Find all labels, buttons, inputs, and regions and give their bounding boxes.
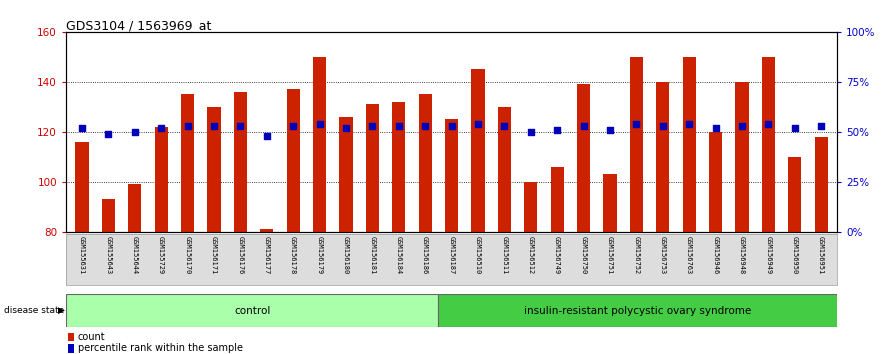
Text: GSM156751: GSM156751 [607,236,613,274]
Bar [524,182,537,232]
Bar [366,104,379,232]
Bar [68,344,74,353]
Bar [418,95,432,232]
Bar [736,82,749,232]
Point [655,123,670,129]
Text: GSM155631: GSM155631 [79,236,85,274]
Text: GSM156187: GSM156187 [448,236,455,274]
Bar [656,82,670,232]
Text: GSM156186: GSM156186 [422,236,428,274]
Text: GSM156763: GSM156763 [686,236,692,274]
Text: GSM156510: GSM156510 [475,236,481,274]
Bar [762,57,775,232]
Point [207,123,221,129]
Text: GSM156949: GSM156949 [766,236,771,274]
Text: control: control [234,306,270,316]
Text: GSM156181: GSM156181 [369,236,375,274]
Text: GSM156950: GSM156950 [792,236,797,274]
Bar [709,132,722,232]
Point [154,125,168,131]
Bar [313,57,326,232]
Point [576,123,590,129]
Text: GSM156178: GSM156178 [290,236,296,274]
Text: GSM156512: GSM156512 [528,236,534,274]
Point [233,123,248,129]
Bar [498,107,511,232]
Point [128,129,142,135]
Bar [392,102,405,232]
Bar [128,184,141,232]
Bar [630,57,643,232]
Text: GSM156951: GSM156951 [818,236,824,274]
Text: GSM156180: GSM156180 [343,236,349,274]
Bar [577,84,590,232]
Bar [68,333,74,341]
Text: GSM156177: GSM156177 [263,236,270,274]
Point [629,121,643,127]
Point [550,127,564,133]
Text: GSM156171: GSM156171 [211,236,217,274]
Bar [683,57,696,232]
Text: GSM156749: GSM156749 [554,236,560,274]
Bar [551,167,564,232]
Point [444,123,458,129]
Text: percentile rank within the sample: percentile rank within the sample [78,343,243,354]
Bar [445,119,458,232]
Text: insulin-resistant polycystic ovary syndrome: insulin-resistant polycystic ovary syndr… [524,306,751,316]
Point [339,125,353,131]
Text: disease state: disease state [4,306,64,315]
Point [313,121,327,127]
Text: count: count [78,332,106,342]
Point [603,127,617,133]
Bar [286,89,300,232]
Bar [260,229,273,232]
Bar [815,137,828,232]
Text: GSM156946: GSM156946 [713,236,719,274]
Point [392,123,406,129]
Point [260,133,274,139]
Text: GSM155729: GSM155729 [158,236,164,274]
Bar [471,69,485,232]
Point [470,121,485,127]
Point [286,123,300,129]
Point [523,129,537,135]
Text: GDS3104 / 1563969_at: GDS3104 / 1563969_at [66,19,211,32]
Text: GSM156184: GSM156184 [396,236,402,274]
Point [75,125,89,131]
Bar [207,107,220,232]
Text: GSM156170: GSM156170 [184,236,190,274]
Text: GSM156753: GSM156753 [660,236,666,274]
Bar [181,95,194,232]
Bar [75,142,88,232]
Point [708,125,722,131]
Text: ▶: ▶ [58,306,65,315]
Text: GSM156176: GSM156176 [237,236,243,274]
Bar [603,175,617,232]
Text: GSM155643: GSM155643 [106,236,111,274]
Text: GSM156752: GSM156752 [633,236,640,274]
FancyBboxPatch shape [66,294,438,327]
FancyBboxPatch shape [438,294,837,327]
Point [181,123,195,129]
Text: GSM156750: GSM156750 [581,236,587,274]
Text: GSM156511: GSM156511 [501,236,507,274]
Point [788,125,802,131]
Text: GSM155644: GSM155644 [132,236,137,274]
Point [682,121,696,127]
Bar [154,127,167,232]
Point [497,123,511,129]
Bar [339,117,352,232]
Point [418,123,433,129]
Point [101,131,115,137]
Bar [101,199,115,232]
Point [735,123,749,129]
Bar [233,92,247,232]
Text: GSM156179: GSM156179 [316,236,322,274]
Point [366,123,380,129]
Point [761,121,775,127]
Text: GSM156948: GSM156948 [739,236,745,274]
Point [814,123,828,129]
Bar [788,157,802,232]
